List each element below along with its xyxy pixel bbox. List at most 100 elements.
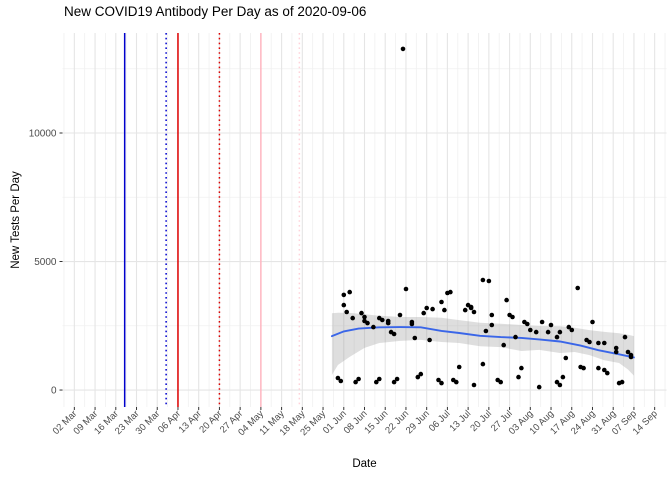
data-point <box>385 320 391 326</box>
data-point <box>391 331 397 337</box>
data-point <box>519 365 524 371</box>
data-point <box>442 307 447 313</box>
data-point <box>448 289 453 295</box>
data-point <box>380 317 385 323</box>
data-point <box>590 319 595 325</box>
data-point <box>356 376 361 382</box>
data-point <box>628 354 634 360</box>
confidence-band <box>331 312 634 376</box>
data-point <box>513 334 518 340</box>
data-point <box>353 379 358 385</box>
data-point <box>516 374 521 380</box>
data-point <box>483 328 489 334</box>
data-point <box>613 349 619 355</box>
data-point <box>359 310 364 316</box>
data-point <box>528 327 533 333</box>
data-point <box>486 278 492 284</box>
data-point <box>427 337 432 343</box>
data-point <box>498 379 504 385</box>
data-point <box>391 379 397 385</box>
data-point <box>480 361 486 367</box>
data-point <box>415 374 421 380</box>
data-point <box>344 309 350 315</box>
data-point <box>409 321 415 327</box>
data-point <box>525 321 530 327</box>
data-point <box>436 377 441 383</box>
data-point <box>347 289 353 295</box>
axis-ticks <box>59 132 656 410</box>
data-point <box>439 299 444 305</box>
data-point <box>403 286 409 292</box>
data-point <box>619 379 625 385</box>
data-point <box>554 334 560 340</box>
y-tick-labels: 0 5000 10000 <box>29 128 57 396</box>
data-point <box>456 364 462 370</box>
data-point <box>539 319 545 325</box>
data-point <box>510 314 515 320</box>
data-point <box>430 306 435 312</box>
data-point <box>338 378 344 384</box>
x-tick-label: 13 Jul <box>448 408 474 434</box>
data-point <box>462 307 468 313</box>
data-point <box>418 371 424 377</box>
data-point <box>397 312 403 318</box>
data-point <box>374 379 379 385</box>
data-point <box>569 327 575 333</box>
data-point <box>341 302 347 308</box>
data-point <box>341 292 347 298</box>
data-point <box>424 305 430 311</box>
data-point <box>362 314 367 320</box>
data-point <box>557 329 563 335</box>
chart-title: New COVID19 Antibody Per Day as of 2020-… <box>64 4 367 19</box>
data-point <box>365 320 370 326</box>
scatter-points <box>335 46 634 390</box>
x-tick-label: 06 Jul <box>427 408 453 434</box>
data-point <box>557 382 563 388</box>
data-point <box>536 384 542 390</box>
confidence-band-polygon <box>331 312 634 376</box>
minor-gridlines <box>62 33 667 407</box>
data-point <box>501 342 507 348</box>
x-tick-label: 20 Jul <box>468 408 494 434</box>
data-point <box>421 310 427 316</box>
data-point <box>566 324 572 330</box>
data-point <box>471 382 477 388</box>
data-point <box>581 365 586 371</box>
data-point <box>596 340 601 346</box>
data-point <box>587 339 592 345</box>
data-point <box>412 335 418 341</box>
data-point <box>400 46 406 52</box>
data-point <box>548 322 554 328</box>
data-point <box>605 370 610 376</box>
data-point <box>489 322 495 328</box>
data-point <box>377 376 382 382</box>
data-point <box>533 329 539 335</box>
x-axis-title: Date <box>352 458 377 470</box>
data-point <box>480 277 486 283</box>
data-point <box>335 375 341 381</box>
data-point <box>504 297 509 303</box>
data-point <box>596 365 601 371</box>
data-point <box>468 304 474 310</box>
data-point <box>350 315 356 321</box>
data-point <box>602 367 607 373</box>
data-point <box>622 334 628 340</box>
data-point <box>489 312 495 318</box>
y-tick-label: 0 <box>51 386 57 397</box>
event-vlines <box>123 33 301 407</box>
data-point <box>371 324 376 330</box>
data-point <box>563 355 569 361</box>
major-gridlines <box>62 33 667 407</box>
data-point <box>471 309 477 315</box>
data-point <box>545 329 551 335</box>
data-point <box>625 349 631 355</box>
data-point <box>560 374 566 380</box>
y-tick-label: 10000 <box>29 128 57 139</box>
data-point <box>454 379 459 385</box>
data-point <box>575 285 580 291</box>
data-point <box>613 345 619 351</box>
data-point <box>554 379 560 385</box>
y-tick-label: 5000 <box>34 257 57 268</box>
